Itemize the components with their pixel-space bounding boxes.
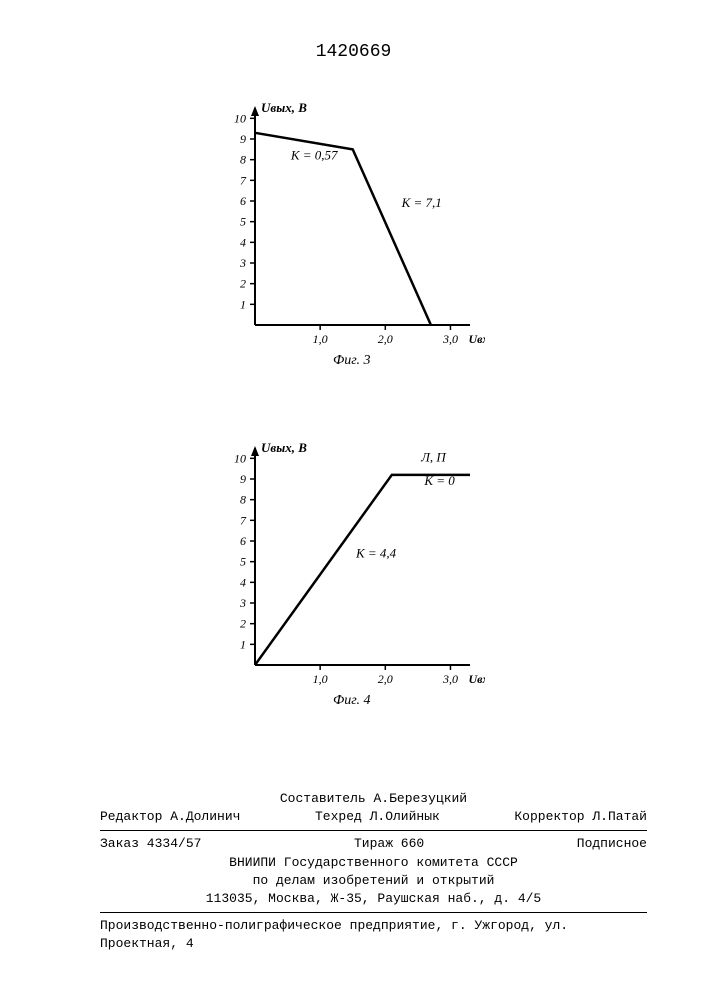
svg-text:10: 10 <box>234 111 246 125</box>
svg-text:Л, П: Л, П <box>420 449 447 464</box>
svg-text:Фиг. 4: Фиг. 4 <box>333 693 371 708</box>
svg-text:5: 5 <box>240 215 246 229</box>
editor: Редактор А.Долинич <box>100 808 240 826</box>
order: Заказ 4334/57 <box>100 835 201 853</box>
separator <box>100 830 647 831</box>
svg-text:4: 4 <box>240 235 246 249</box>
svg-text:6: 6 <box>240 534 246 548</box>
corrector: Корректор Л.Патай <box>514 808 647 826</box>
svg-text:10: 10 <box>234 451 246 465</box>
svg-text:9: 9 <box>240 132 246 146</box>
svg-text:2,0: 2,0 <box>378 672 393 686</box>
svg-text:2: 2 <box>240 277 246 291</box>
svg-text:1,0: 1,0 <box>313 332 328 346</box>
compiler-line: Составитель А.Березуцкий <box>100 790 647 808</box>
svg-text:К = 0,57: К = 0,57 <box>290 148 338 163</box>
svg-text:К = 4,4: К = 4,4 <box>355 546 397 561</box>
svg-text:4: 4 <box>240 575 246 589</box>
org1: ВНИИПИ Государственного комитета СССР <box>100 854 647 872</box>
svg-text:3,0: 3,0 <box>442 672 458 686</box>
credits-row: Редактор А.Долинич Техред Л.Олийнык Корр… <box>100 808 647 826</box>
svg-text:1: 1 <box>240 297 246 311</box>
svg-text:К = 0: К = 0 <box>423 473 455 488</box>
chart-fig3: 1 2 3 4 5 6 7 8 9 10 1,0 2,0 3,0 Uвых, В Uвх, В К = 0,5… <box>205 90 485 370</box>
svg-text:5: 5 <box>240 555 246 569</box>
svg-text:9: 9 <box>240 472 246 486</box>
svg-text:Uвых, В: Uвых, В <box>261 100 307 115</box>
svg-text:8: 8 <box>240 153 246 167</box>
techred: Техред Л.Олийнык <box>315 808 440 826</box>
svg-text:3: 3 <box>239 256 246 270</box>
svg-text:2: 2 <box>240 617 246 631</box>
svg-text:Uвх, В: Uвх, В <box>468 332 485 346</box>
svg-text:3,0: 3,0 <box>442 332 458 346</box>
tirazh: Тираж 660 <box>354 835 424 853</box>
svg-text:3: 3 <box>239 596 246 610</box>
org2: по делам изобретений и открытий <box>100 872 647 890</box>
svg-text:7: 7 <box>240 513 247 527</box>
chart-fig4: 1 2 3 4 5 6 7 8 9 10 1,0 2,0 3,0 Uвых, В Uвх, В К = 4,4… <box>205 430 485 710</box>
address: 113035, Москва, Ж-35, Раушская наб., д. … <box>100 890 647 908</box>
page-number: 1420669 <box>316 42 392 62</box>
footer-block: Составитель А.Березуцкий Редактор А.Доли… <box>100 790 647 954</box>
podpisnoe: Подписное <box>577 835 647 853</box>
svg-text:Uвых, В: Uвых, В <box>261 440 307 455</box>
bottom-line: Производственно-полиграфическое предприя… <box>100 917 647 953</box>
order-row: Заказ 4334/57 Тираж 660 Подписное <box>100 835 647 853</box>
svg-text:1: 1 <box>240 637 246 651</box>
svg-text:6: 6 <box>240 194 246 208</box>
svg-text:Фиг. 3: Фиг. 3 <box>333 353 371 368</box>
svg-text:К = 7,1: К = 7,1 <box>401 195 442 210</box>
separator2 <box>100 912 647 913</box>
svg-text:Uвх, В: Uвх, В <box>468 672 485 686</box>
svg-text:2,0: 2,0 <box>378 332 393 346</box>
svg-text:7: 7 <box>240 173 247 187</box>
svg-text:1,0: 1,0 <box>313 672 328 686</box>
svg-text:8: 8 <box>240 493 246 507</box>
